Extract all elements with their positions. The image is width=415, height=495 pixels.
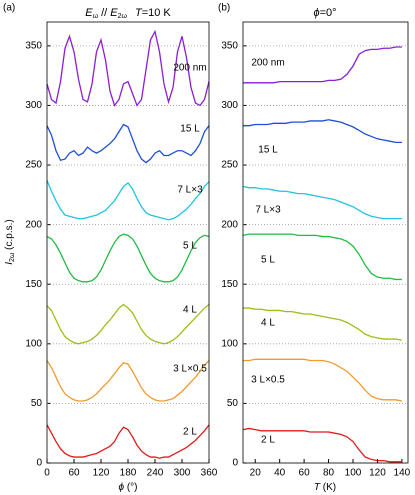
title-part: T [135,7,143,19]
data-line [46,123,210,164]
y-tick-label: 100 [25,338,42,349]
x-label-part: (°) [124,482,137,493]
panel-label: (b) [218,3,230,14]
y-tick-label: 0 [232,458,238,469]
y-tick-label: 300 [25,100,42,111]
x-tick-label: 140 [394,468,411,479]
x-tick-label: 100 [345,468,362,479]
x-tick-label: 360 [201,468,218,479]
data-line [243,307,403,341]
series-label: 2 L [261,435,275,446]
x-tick-label: 40 [274,468,286,479]
series-label: 200 nm [251,58,284,69]
y-tick-label: 200 [25,219,42,230]
data-line [242,427,402,463]
data-line [242,185,402,220]
y-label-part: 2ω [9,252,16,262]
x-tick-label: 180 [120,468,137,479]
x-tick-label: 20 [250,468,262,479]
x-tick-label: 300 [174,468,191,479]
series-label: 15 L [258,145,278,156]
y-axis-label: I2ω (c.p.s.) [4,219,16,264]
series-label: 5 L [261,255,275,266]
series-label: 15 L [180,124,200,135]
y-tick-label: 150 [25,279,42,290]
title-part: E [85,7,93,19]
chart-title: Eω // E2ω T=10 K [85,7,171,20]
y-tick-label: 100 [221,338,238,349]
x-tick-label: 0 [44,468,50,479]
x-tick-label: 120 [369,468,386,479]
data-line [46,29,210,107]
y-tick-label: 350 [221,40,238,51]
y-tick-label: 300 [221,100,238,111]
data-line [243,358,403,402]
y-label-part: I [4,262,15,265]
x-label-part: (K) [320,482,336,493]
y-tick-label: 0 [36,458,42,469]
x-label-part: T [314,482,321,493]
y-tick-label: 250 [25,160,42,171]
title-part: =0° [320,7,337,19]
plot-frame [46,21,210,464]
series-label: 7 L×3 [255,205,281,216]
chart-title: ϕ=0° [313,7,336,19]
y-label-part: (c.p.s.) [4,219,15,252]
title-part: // [98,7,110,19]
series-label: 4 L [183,305,197,316]
title-part: =10 K [142,7,172,19]
title-part: ϕ [313,7,319,19]
series-label: 200 nm [173,63,206,74]
plot-frame [242,21,409,464]
y-tick-label: 200 [221,219,238,230]
title-part: ω [93,13,99,20]
y-tick-label: 50 [31,398,43,409]
data-line [46,180,210,221]
series-label: 3 L×0.5 [173,364,207,375]
data-line [243,46,402,84]
x-tick-label: 120 [93,468,110,479]
data-line [46,424,210,459]
data-line [243,119,402,144]
x-axis-label: T (K) [314,482,336,493]
series-label: 2 L [183,427,197,438]
series-label: 4 L [261,318,275,329]
x-tick-label: 60 [299,468,311,479]
y-tick-label: 350 [25,40,42,51]
series-label: 3 L×0.5 [251,375,285,386]
x-tick-label: 240 [147,468,164,479]
data-line [242,233,402,281]
panel-label: (a) [3,3,15,14]
data-line [46,303,210,345]
x-axis-label: ϕ (°) [119,482,138,493]
title-part: 2ω [118,13,128,20]
x-tick-label: 80 [323,468,335,479]
data-line [46,360,210,402]
title-part: E [110,7,118,19]
data-line [46,233,210,283]
x-label-part: ϕ [119,482,125,493]
series-label: 7 L×3 [177,185,203,196]
series-label: 5 L [183,241,197,252]
y-tick-label: 150 [221,279,238,290]
y-tick-label: 250 [221,160,238,171]
y-tick-label: 50 [227,398,239,409]
x-tick-label: 60 [68,468,80,479]
